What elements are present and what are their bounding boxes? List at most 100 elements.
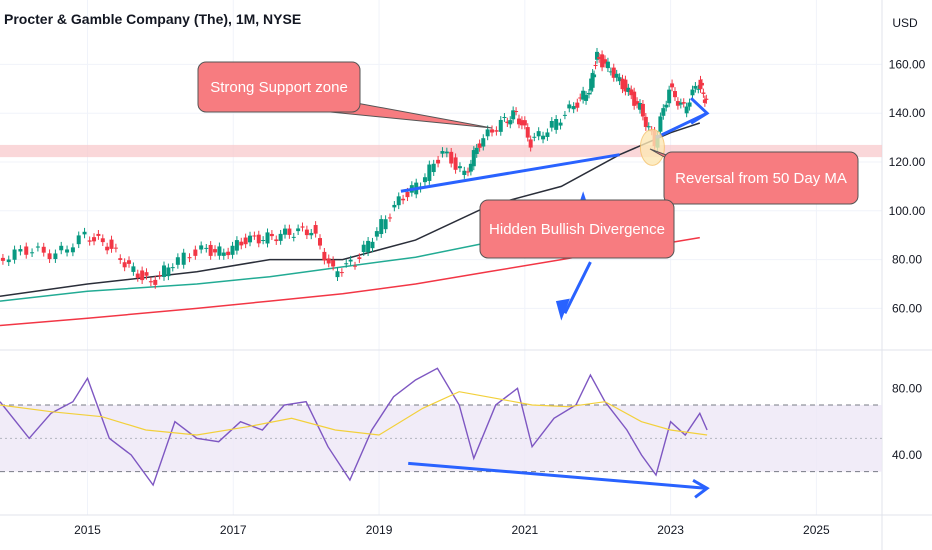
candle-body xyxy=(144,272,149,276)
candle-body xyxy=(157,275,162,277)
rsi-signal-line xyxy=(0,391,708,436)
candle-body xyxy=(516,118,521,125)
time-axis[interactable]: 2015 2017 2019 2021 2023 2025 xyxy=(74,523,830,537)
candle-body xyxy=(637,102,642,110)
candle-body xyxy=(471,150,476,167)
candle-body xyxy=(502,116,507,118)
candle-body xyxy=(468,163,473,172)
candle-body xyxy=(140,270,145,281)
candle-body xyxy=(664,104,669,108)
candle-body xyxy=(592,74,597,78)
candle-body xyxy=(217,246,222,256)
candle-body xyxy=(153,279,158,285)
candle-body xyxy=(175,257,180,265)
candle-body xyxy=(522,120,527,126)
time-tick-label: 2021 xyxy=(511,523,538,537)
candle-body xyxy=(449,151,454,164)
candle-body xyxy=(498,119,503,132)
candle-body xyxy=(528,139,533,148)
price-tick-label: 120.00 xyxy=(889,155,926,169)
candle-body xyxy=(252,235,257,237)
candle-body xyxy=(243,237,248,245)
candle-body xyxy=(387,217,392,219)
price-axis[interactable]: 160.00 140.00 120.00 100.00 80.00 60.00 xyxy=(889,57,926,315)
candle-body xyxy=(558,122,563,126)
candle-body xyxy=(661,108,666,116)
candle-body xyxy=(675,101,680,106)
candle-body xyxy=(623,79,628,92)
time-tick-label: 2023 xyxy=(657,523,684,537)
rsi-line xyxy=(0,367,708,487)
rsi-divergence-line xyxy=(408,461,710,499)
chart-title: Procter & Gamble Company (The), 1M, NYSE xyxy=(4,11,301,27)
time-tick-label: 2025 xyxy=(803,523,830,537)
candle-body xyxy=(370,241,375,249)
candle-body xyxy=(0,257,5,261)
candle-body xyxy=(361,244,366,253)
candle-body xyxy=(234,240,239,251)
candle-body xyxy=(331,260,336,267)
candle-body xyxy=(684,106,689,114)
candle-body xyxy=(640,103,645,117)
candle-body xyxy=(256,234,261,244)
candle-body xyxy=(335,271,340,278)
candle-body xyxy=(162,265,167,277)
annotation-box xyxy=(663,151,859,205)
candle-body xyxy=(690,89,695,96)
time-tick-label: 2019 xyxy=(366,523,393,537)
candle-body xyxy=(366,240,371,253)
candle-body xyxy=(474,147,479,154)
candle-body xyxy=(672,91,677,98)
annotation-text: Reversal from 50 Day MA xyxy=(675,170,847,187)
candle-body xyxy=(667,89,672,104)
candle-body xyxy=(113,247,118,249)
candle-body xyxy=(357,257,362,259)
annotation-text: Hidden Bullish Divergence xyxy=(489,221,665,238)
candle-body xyxy=(699,82,704,86)
candle-body xyxy=(427,164,432,181)
candle-body xyxy=(508,120,513,125)
candle-body xyxy=(611,67,616,78)
candle-body xyxy=(82,231,87,235)
candle-body xyxy=(617,77,622,82)
candle-body xyxy=(65,249,70,253)
candle-body xyxy=(392,204,397,208)
candle-body xyxy=(514,111,519,113)
candle-body xyxy=(226,251,231,256)
candle-body xyxy=(127,260,132,264)
candle-body xyxy=(584,95,589,101)
candle-body xyxy=(322,251,327,261)
rsi-tick-label: 80.00 xyxy=(892,381,922,395)
support-trendline xyxy=(400,153,620,193)
candle-body xyxy=(230,245,235,255)
annotation-box xyxy=(479,199,675,259)
candle-body xyxy=(490,129,495,133)
candle-body xyxy=(422,177,427,183)
candle-body xyxy=(465,171,470,173)
candle-body xyxy=(704,98,709,100)
candle-body xyxy=(92,237,97,242)
candle-body xyxy=(59,245,64,251)
candle-body xyxy=(339,272,344,274)
candle-body xyxy=(481,138,486,147)
candle-body xyxy=(265,232,270,244)
candle-body xyxy=(396,196,401,206)
rsi-axis[interactable]: 80.00 40.00 xyxy=(892,381,922,462)
candle-body xyxy=(296,228,301,232)
candle-body xyxy=(440,151,445,154)
down-arrow-head xyxy=(555,298,570,321)
candle-body xyxy=(444,151,449,154)
candle-body xyxy=(96,233,101,236)
candle-body xyxy=(379,219,384,235)
candle-body xyxy=(505,121,510,124)
candle-body xyxy=(300,226,305,228)
candle-body xyxy=(374,231,379,237)
candle-body xyxy=(586,92,591,95)
candle-body xyxy=(313,225,318,234)
candle-body xyxy=(597,57,602,59)
candle-body xyxy=(687,102,692,107)
candle-body xyxy=(405,191,410,198)
candle-body xyxy=(567,104,572,109)
candle-body xyxy=(6,259,11,263)
